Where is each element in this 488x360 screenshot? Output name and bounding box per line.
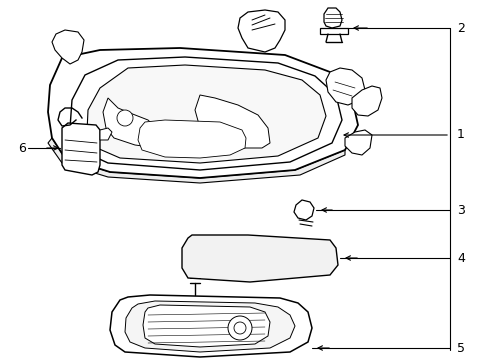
- Polygon shape: [138, 120, 245, 158]
- Polygon shape: [182, 235, 337, 282]
- Text: 6: 6: [18, 141, 26, 154]
- Polygon shape: [48, 138, 345, 183]
- Polygon shape: [100, 128, 112, 140]
- Polygon shape: [52, 30, 84, 64]
- Polygon shape: [325, 68, 364, 105]
- Text: 3: 3: [456, 203, 464, 216]
- Polygon shape: [195, 95, 269, 148]
- Text: 1: 1: [456, 129, 464, 141]
- Polygon shape: [293, 200, 313, 220]
- Polygon shape: [62, 123, 100, 175]
- Polygon shape: [238, 10, 285, 52]
- Polygon shape: [125, 301, 294, 352]
- Circle shape: [234, 322, 245, 334]
- Polygon shape: [103, 98, 160, 148]
- Polygon shape: [70, 57, 341, 170]
- Polygon shape: [110, 295, 311, 357]
- Polygon shape: [142, 305, 269, 347]
- Polygon shape: [87, 65, 325, 163]
- Polygon shape: [324, 8, 341, 28]
- Polygon shape: [345, 130, 371, 155]
- Circle shape: [117, 110, 133, 126]
- Polygon shape: [48, 48, 357, 178]
- Text: 2: 2: [456, 22, 464, 35]
- Text: 4: 4: [456, 252, 464, 265]
- Circle shape: [227, 316, 251, 340]
- Polygon shape: [351, 86, 381, 116]
- Text: 5: 5: [456, 342, 464, 355]
- Polygon shape: [319, 28, 347, 34]
